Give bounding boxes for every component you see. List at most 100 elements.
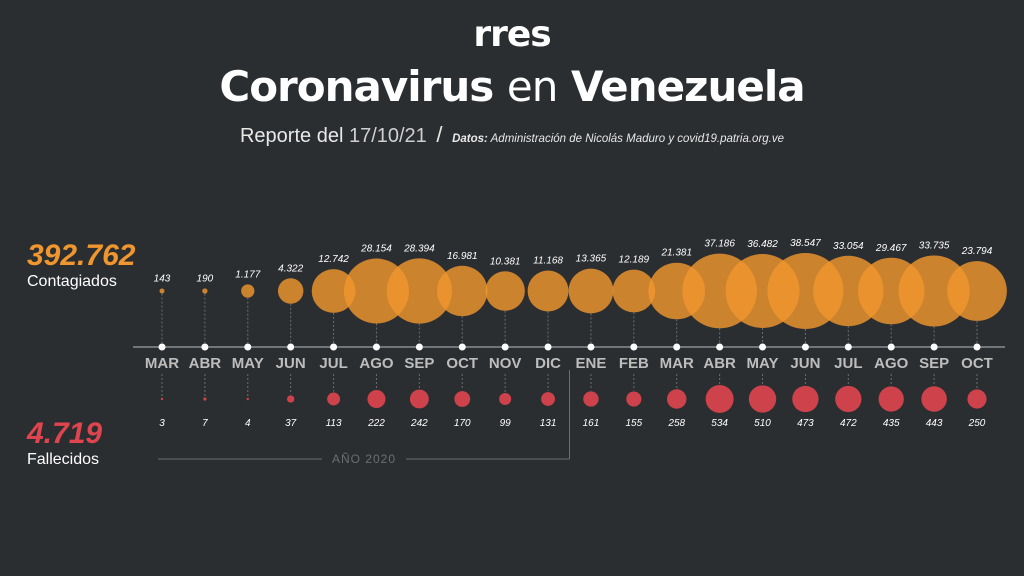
case-bubble: [527, 270, 569, 312]
death-bubble: [246, 397, 250, 401]
month-label: OCT: [961, 355, 993, 372]
month-label: SEP: [404, 355, 434, 372]
death-value-label: 4: [245, 418, 251, 429]
case-bubble: [898, 255, 970, 327]
death-bubble: [705, 385, 734, 413]
total-deaths: 4.719 Fallecidos: [27, 418, 102, 470]
month-label: DIC: [535, 355, 561, 372]
case-bubble: [241, 284, 255, 298]
total-cases-value: 392.762: [27, 239, 136, 272]
death-value-label: 37: [285, 418, 297, 429]
axis-node: [244, 343, 252, 351]
month-label: FEB: [619, 355, 649, 372]
timeline-axis: [133, 293, 1005, 397]
axis-node: [844, 343, 852, 351]
axis-node: [887, 343, 895, 351]
year-label: AÑO 2020: [332, 452, 396, 466]
case-value-label: 11.168: [533, 256, 563, 267]
month-label: OCT: [446, 355, 478, 372]
month-label: ABR: [703, 355, 736, 372]
case-value-label: 1.177: [235, 269, 260, 280]
month-label: ENE: [576, 355, 607, 372]
case-value-label: 23.794: [961, 246, 993, 257]
axis-node: [415, 343, 423, 351]
death-bubble: [409, 389, 429, 409]
subtitle-separator: /: [436, 122, 443, 147]
month-label: AGO: [874, 355, 909, 372]
month-label: ABR: [189, 355, 222, 372]
case-bubble: [947, 261, 1007, 321]
death-bubble: [499, 392, 512, 406]
death-bubble: [748, 385, 777, 413]
case-bubble: [568, 268, 614, 314]
axis-node: [544, 343, 552, 351]
death-bubbles: [160, 385, 987, 413]
month-label: JUN: [276, 355, 306, 372]
death-bubble: [454, 391, 471, 407]
report-prefix: Reporte del: [239, 125, 344, 147]
death-bubble: [160, 397, 164, 401]
death-value-label: 170: [454, 418, 471, 429]
source-note: Datos: Administración de Nicolás Maduro …: [452, 133, 784, 145]
month-label: MAY: [747, 355, 779, 372]
case-bubble: [159, 288, 165, 294]
axis-node: [716, 343, 724, 351]
case-value-label: 12.189: [619, 255, 650, 266]
death-labels: 3 7 4 37 113 222 242 170 99 131 161 155 258 534 510 473…: [159, 418, 986, 429]
axis-node: [287, 343, 295, 351]
death-value-label: 113: [326, 418, 342, 429]
death-value-label: 250: [968, 418, 986, 429]
axis-node: [458, 343, 466, 351]
total-deaths-label: Fallecidos: [27, 451, 100, 468]
case-value-label: 10.381: [490, 256, 521, 267]
case-value-label: 143: [154, 274, 171, 285]
axis-node: [673, 343, 681, 351]
case-bubble: [277, 278, 304, 304]
case-value-label: 36.482: [747, 239, 778, 250]
axis-node: [372, 343, 380, 351]
month-labels: MAR ABR MAY JUN JUL AGO SEP OCT NOV DIC ENE FEB MAR A…: [145, 355, 993, 372]
death-bubble: [626, 391, 642, 407]
axis-node: [630, 343, 638, 351]
case-bubble: [437, 265, 488, 317]
death-bubble: [541, 392, 555, 406]
case-bubble: [386, 258, 452, 324]
brand-logo: rres: [473, 14, 551, 55]
axis-node: [759, 343, 767, 351]
case-value-label: 12.742: [318, 254, 349, 265]
death-bubble: [835, 385, 862, 413]
month-label: AGO: [359, 355, 394, 372]
case-bubble: [485, 271, 525, 311]
death-value-label: 222: [367, 418, 385, 429]
death-bubble: [967, 389, 987, 409]
death-value-label: 443: [926, 418, 943, 429]
death-bubble: [921, 386, 947, 412]
case-value-label: 38.547: [790, 238, 821, 249]
case-value-label: 33.735: [919, 240, 950, 251]
death-value-label: 155: [625, 418, 642, 429]
case-value-label: 33.054: [833, 241, 864, 252]
axis-node: [201, 343, 209, 351]
title-part-2: en: [506, 62, 558, 111]
death-value-label: 435: [883, 418, 900, 429]
axis-node: [330, 343, 338, 351]
death-value-label: 3: [159, 418, 165, 429]
total-cases: 392.762 Contagiados: [27, 240, 135, 292]
axis-node: [973, 343, 981, 351]
death-bubble: [667, 389, 687, 409]
month-label: MAR: [145, 355, 179, 372]
case-bubble: [612, 269, 656, 313]
month-label: MAR: [660, 355, 694, 372]
title-part-3: Venezuela: [570, 62, 806, 111]
axis-node: [930, 343, 938, 351]
report-date: 17/10/21: [348, 125, 427, 147]
month-label: NOV: [489, 355, 522, 372]
report-subtitle: Reporte del 17/10/21 / Datos: Administra…: [0, 122, 1024, 148]
axis-node: [501, 343, 509, 351]
case-bubbles: [159, 253, 1007, 329]
axis-node: [158, 343, 166, 351]
death-value-label: 7: [202, 418, 208, 429]
case-value-label: 13.365: [576, 254, 607, 265]
case-value-label: 29.467: [875, 243, 907, 254]
year-bracket: AÑO 2020: [158, 370, 570, 466]
